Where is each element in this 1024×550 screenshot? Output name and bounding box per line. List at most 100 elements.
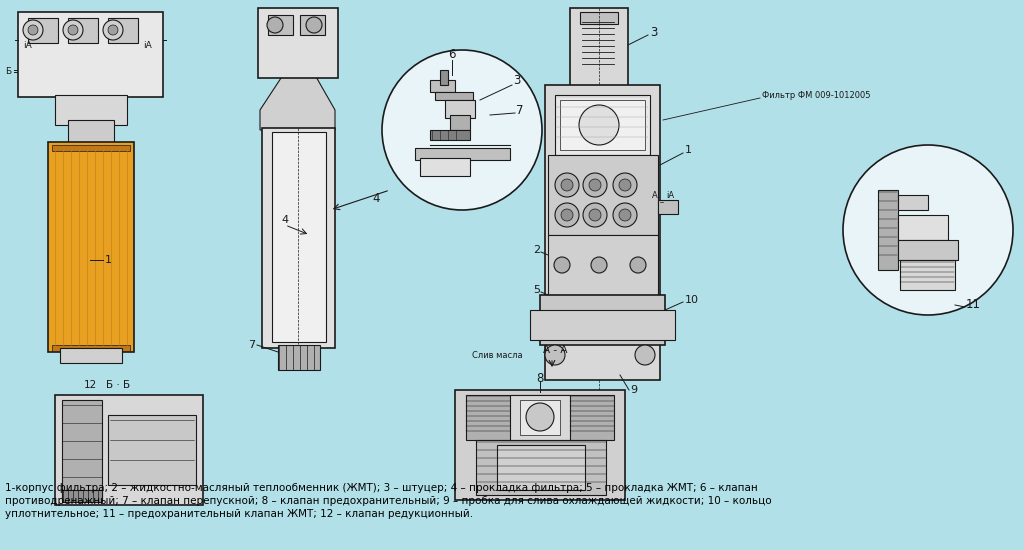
- Circle shape: [103, 20, 123, 40]
- Circle shape: [108, 25, 118, 35]
- Bar: [476, 440, 606, 495]
- Circle shape: [526, 403, 554, 431]
- Bar: [48, 142, 134, 352]
- Text: 6: 6: [449, 48, 456, 62]
- Text: 12: 12: [84, 380, 97, 390]
- Bar: [548, 155, 658, 235]
- Text: 4: 4: [282, 215, 289, 225]
- Text: 1-корпус фильтра; 2 – жидкостно-масляный теплообменник (ЖМТ); 3 – штуцер; 4 – пр: 1-корпус фильтра; 2 – жидкостно-масляный…: [5, 483, 772, 519]
- Text: Слив масла: Слив масла: [472, 350, 522, 360]
- Bar: [466, 395, 614, 440]
- Circle shape: [591, 257, 607, 273]
- Circle shape: [589, 209, 601, 221]
- Bar: [455, 390, 625, 500]
- Bar: [52, 345, 130, 351]
- Circle shape: [555, 173, 579, 197]
- Circle shape: [618, 209, 631, 221]
- Bar: [420, 158, 470, 176]
- Text: 7: 7: [248, 340, 255, 350]
- Text: 11: 11: [966, 299, 981, 311]
- Bar: [262, 128, 335, 348]
- Bar: [510, 395, 570, 440]
- Bar: [530, 310, 675, 340]
- Bar: [898, 240, 958, 260]
- Bar: [258, 8, 338, 78]
- Bar: [540, 295, 665, 345]
- Text: A: A: [652, 191, 657, 201]
- Text: 7: 7: [516, 103, 523, 117]
- Circle shape: [545, 345, 565, 365]
- Circle shape: [561, 209, 573, 221]
- Circle shape: [635, 345, 655, 365]
- Circle shape: [555, 203, 579, 227]
- Bar: [108, 415, 196, 485]
- Text: 10: 10: [685, 295, 699, 305]
- Bar: [272, 132, 326, 342]
- Circle shape: [382, 50, 542, 210]
- Text: 9: 9: [630, 385, 637, 395]
- Bar: [898, 215, 948, 240]
- Bar: [18, 12, 163, 97]
- Bar: [62, 400, 102, 500]
- Bar: [62, 490, 102, 502]
- Bar: [430, 80, 455, 92]
- Circle shape: [843, 145, 1013, 315]
- Circle shape: [579, 105, 618, 145]
- Bar: [268, 15, 293, 35]
- Circle shape: [613, 203, 637, 227]
- Bar: [878, 190, 898, 270]
- Text: iA: iA: [24, 41, 33, 50]
- Bar: [28, 18, 58, 43]
- Text: iA: iA: [143, 41, 153, 50]
- Text: 4: 4: [373, 191, 380, 205]
- Bar: [497, 445, 585, 490]
- Polygon shape: [260, 75, 335, 130]
- Circle shape: [589, 179, 601, 191]
- Bar: [435, 92, 473, 100]
- Text: Б: Б: [5, 67, 11, 75]
- Text: 3: 3: [650, 25, 657, 39]
- Bar: [555, 95, 650, 155]
- Bar: [445, 100, 475, 118]
- Bar: [108, 18, 138, 43]
- Bar: [450, 115, 470, 130]
- Text: Б · Б: Б · Б: [105, 380, 130, 390]
- Circle shape: [28, 25, 38, 35]
- Bar: [545, 85, 660, 380]
- Circle shape: [561, 179, 573, 191]
- Bar: [52, 145, 130, 151]
- Bar: [548, 235, 658, 295]
- Bar: [520, 400, 560, 435]
- Circle shape: [306, 17, 322, 33]
- Text: Фильтр ФМ 009-1012005: Фильтр ФМ 009-1012005: [762, 91, 870, 100]
- Bar: [278, 345, 319, 370]
- Bar: [55, 95, 127, 125]
- Bar: [300, 15, 325, 35]
- Text: А - А: А - А: [543, 345, 567, 355]
- Bar: [430, 130, 470, 140]
- Bar: [560, 100, 645, 150]
- Circle shape: [613, 173, 637, 197]
- Bar: [60, 348, 122, 363]
- Text: 2: 2: [532, 245, 540, 255]
- Text: 1: 1: [685, 145, 692, 155]
- Circle shape: [583, 173, 607, 197]
- Circle shape: [554, 257, 570, 273]
- Circle shape: [23, 20, 43, 40]
- Text: 8: 8: [537, 371, 544, 384]
- Bar: [658, 200, 678, 214]
- Bar: [898, 195, 928, 210]
- Bar: [900, 260, 955, 290]
- Bar: [580, 12, 618, 24]
- Circle shape: [630, 257, 646, 273]
- Bar: [68, 120, 114, 145]
- Bar: [415, 148, 510, 160]
- Text: 5: 5: [534, 285, 540, 295]
- Bar: [55, 395, 203, 505]
- Circle shape: [583, 203, 607, 227]
- Bar: [570, 8, 628, 88]
- Text: 3: 3: [513, 74, 520, 86]
- Circle shape: [267, 17, 283, 33]
- Bar: [440, 70, 449, 85]
- Circle shape: [618, 179, 631, 191]
